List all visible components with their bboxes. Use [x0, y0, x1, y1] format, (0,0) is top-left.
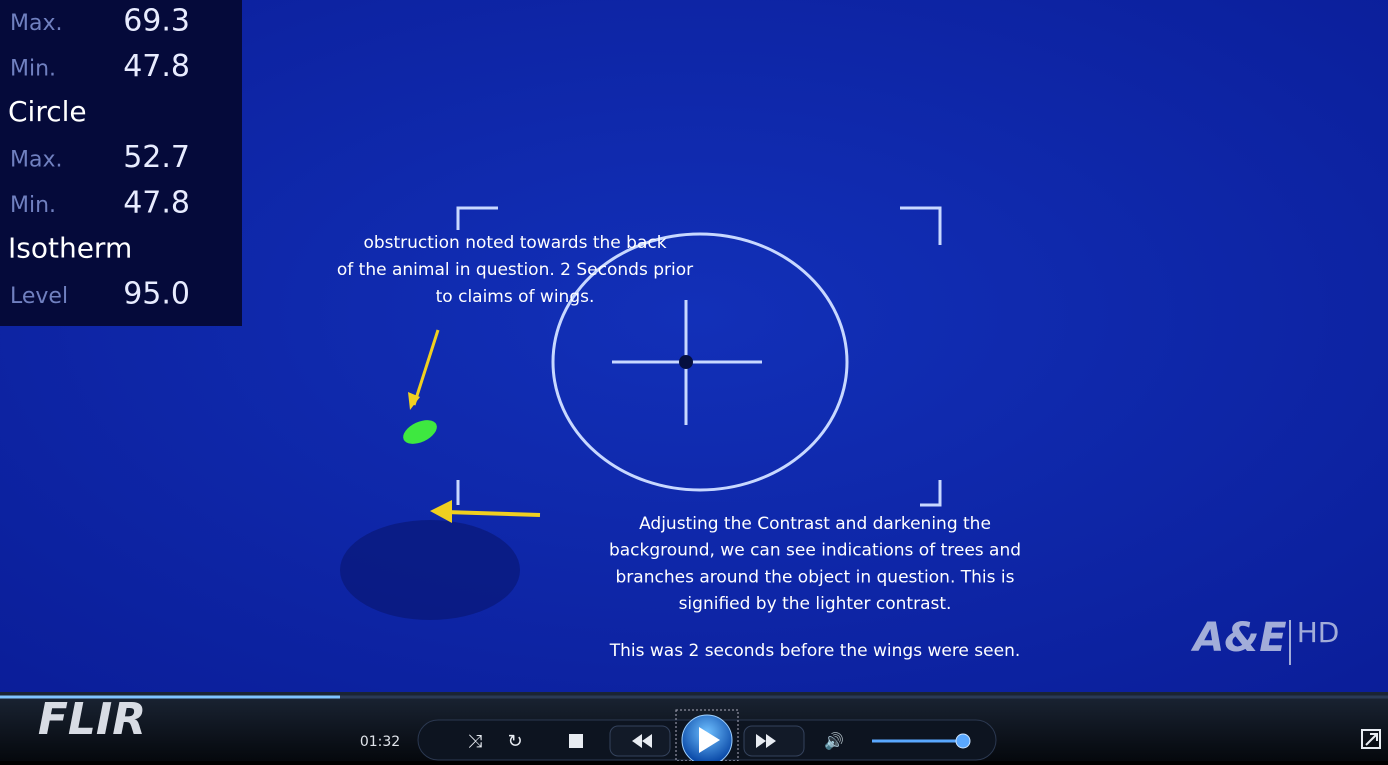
channel-logo: A&E — [1190, 615, 1286, 661]
reading-label: Level — [10, 284, 68, 309]
stop-button[interactable] — [569, 734, 583, 748]
annotation-line: obstruction noted towards the back — [363, 233, 666, 253]
reading-value: 52.7 — [123, 140, 190, 175]
reading-value: 47.8 — [123, 186, 190, 221]
reading-label: Max. — [10, 11, 62, 36]
shadow — [340, 520, 520, 620]
camera-logo: FLIR — [38, 694, 146, 745]
shuffle-button[interactable]: ⤨ — [468, 731, 482, 752]
section-heading: Circle — [8, 95, 87, 128]
annotation-line: to claims of wings. — [436, 287, 595, 307]
reading-label: Min. — [10, 57, 56, 82]
volume-thumb[interactable] — [956, 734, 970, 748]
reading-value: 95.0 — [123, 277, 190, 312]
hd-logo: HD — [1297, 616, 1340, 649]
annotation-line: branches around the object in question. … — [616, 567, 1015, 587]
time-display: 01:32 — [360, 734, 400, 750]
reading-label: Max. — [10, 148, 62, 173]
annotation-line: Adjusting the Contrast and darkening the — [639, 514, 991, 534]
annotation-line: signified by the lighter contrast. — [679, 594, 952, 614]
media-player: Max. 69.3 Min. 47.8 Circle Max. 52.7 Min. 47.8 Is… — [0, 0, 1388, 761]
reading-value: 69.3 — [123, 4, 190, 39]
mute-button[interactable]: 🔊 — [824, 732, 844, 751]
annotation-line: of the animal in question. 2 Seconds pri… — [337, 260, 693, 280]
reading-label: Min. — [10, 193, 56, 218]
annotation-footer: This was 2 seconds before the wings were… — [609, 641, 1021, 661]
section-heading: Isotherm — [8, 232, 132, 265]
reticle-center — [679, 355, 693, 369]
repeat-button[interactable]: ↻ — [507, 731, 522, 752]
reading-value: 47.8 — [123, 49, 190, 84]
annotation-line: background, we can see indications of tr… — [609, 541, 1021, 561]
